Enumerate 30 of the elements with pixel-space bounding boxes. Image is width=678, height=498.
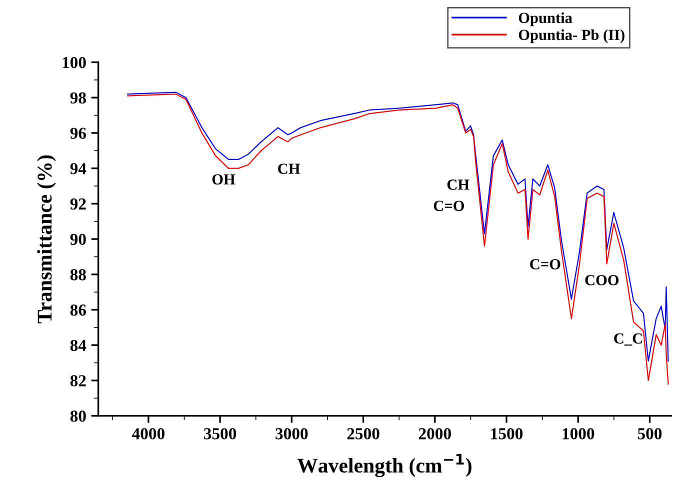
x-tick-label: 4000	[132, 428, 164, 440]
y-tick-label: 88	[70, 269, 86, 280]
legend-label: Opuntia- Pb (II)	[518, 29, 624, 44]
annotation: C=O	[434, 200, 464, 212]
y-tick-label: 90	[70, 234, 86, 245]
annotation: C=O	[530, 259, 560, 270]
y-tick-label: 84	[70, 340, 86, 352]
x-tick-label: 500	[638, 428, 662, 440]
annotation: CH	[278, 164, 300, 174]
x-axis-title: Wavelength (cm$^{−1}$)	[297, 454, 472, 478]
annotation: COO	[585, 275, 619, 286]
x-tick-label: 1000	[562, 428, 594, 440]
y-tick-label: 100	[62, 56, 86, 68]
x-tick-label: 2500	[347, 428, 380, 440]
y-tick-label: 94	[70, 163, 86, 174]
legend-label: Opuntia	[518, 12, 572, 26]
annotation: C_C	[614, 333, 642, 346]
y-tick-label: 86	[70, 304, 86, 316]
y-tick-label: 80	[70, 410, 86, 422]
x-tick-label: 3500	[204, 428, 236, 440]
y-tick-label: 98	[70, 92, 86, 104]
annotation: CH	[447, 180, 470, 190]
y-tick-label: 96	[70, 128, 86, 139]
x-tick-label: 3000	[276, 428, 308, 440]
x-tick-label: 1500	[491, 428, 523, 440]
y-axis-title: Transmittance (%)	[37, 155, 56, 324]
annotation: OH	[212, 174, 236, 185]
x-tick-label: 2000	[418, 428, 451, 440]
y-tick-label: 92	[70, 198, 86, 210]
y-tick-label: 82	[70, 375, 86, 386]
